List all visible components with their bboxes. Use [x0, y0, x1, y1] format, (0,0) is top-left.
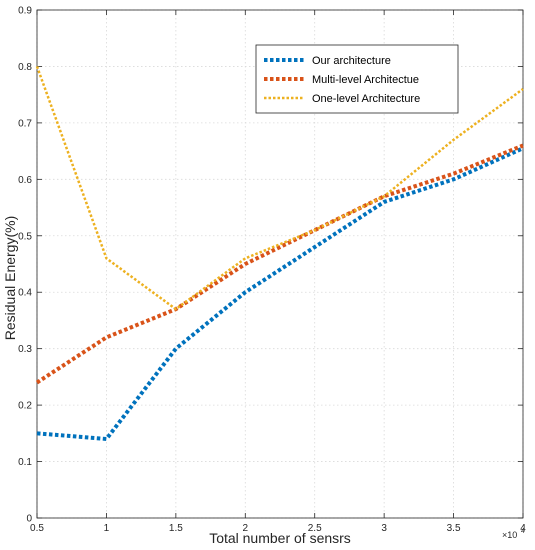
y-tick-label: 0.4 [18, 288, 32, 299]
x-tick-label: 1 [104, 523, 110, 534]
x-tick-label: 3.5 [447, 523, 461, 534]
y-tick-label: 0.7 [18, 118, 32, 129]
y-tick-label: 0.1 [18, 457, 32, 468]
tick-labels: 0.5 1 1.5 2 2.5 3 3.5 4 0 0.1 0.2 0.3 0.4 0.5 0.6 0.7 0.… [18, 6, 526, 535]
x-tick-label: 4 [520, 523, 526, 534]
y-tick-label: 0.5 [18, 231, 32, 242]
y-tick-label: 0.6 [18, 175, 32, 186]
legend-label-1: Our architecture [312, 55, 391, 67]
y-tick-label: 0.9 [18, 6, 32, 17]
legend-label-2: Multi-level Architectue [312, 74, 419, 86]
x-tick-label: 2.5 [308, 523, 322, 534]
legend-label-3: One-level Architecture [312, 93, 420, 105]
x-axis-multiplier-exponent: 4 [521, 528, 525, 535]
x-axis-multiplier: ×10 4 [502, 528, 525, 540]
series-line-1 [36, 146, 524, 441]
x-tick-label: 0.5 [30, 523, 44, 534]
y-tick-label: 0 [26, 514, 32, 525]
y-tick-label: 0.3 [18, 344, 32, 355]
plot-area-border [36, 9, 524, 519]
y-tick-label: 0.2 [18, 401, 32, 412]
x-tick-label: 2 [243, 523, 249, 534]
y-tick-label: 0.8 [18, 62, 32, 73]
axes [36, 9, 524, 519]
y-axis-label: Residual Energy(%) [2, 216, 18, 341]
x-tick-label: 3 [381, 523, 387, 534]
legend: Our architecture Multi-level Architectue O… [255, 44, 459, 114]
data-series [35, 66, 524, 441]
x-axis-label: Total number of sensrs [209, 530, 351, 546]
x-tick-label: 1.5 [169, 523, 183, 534]
series-line-3 [35, 66, 524, 311]
x-axis-multiplier-base: ×10 [502, 530, 517, 540]
series-line-2 [35, 143, 524, 385]
